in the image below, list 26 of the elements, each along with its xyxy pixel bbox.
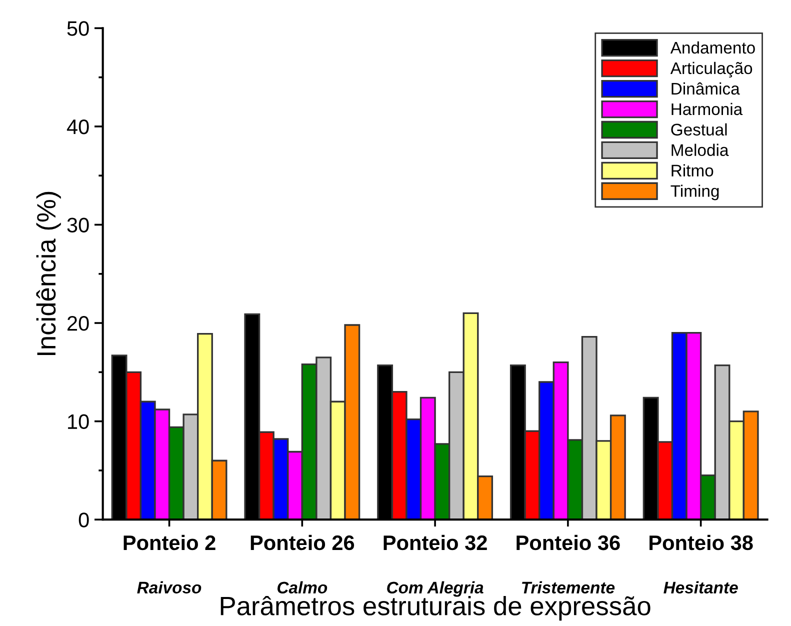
legend-label: Gestual xyxy=(671,123,727,136)
text: Raivoso xyxy=(137,581,202,594)
y-tick-label: 20 xyxy=(68,316,89,331)
y-tick-label: 30 xyxy=(67,218,89,232)
legend-label: Dinâmica xyxy=(672,82,740,95)
x-axis-title: Parâmetros estruturais de expressão xyxy=(220,596,650,621)
x-tick-label: Ponteio 36 xyxy=(516,534,620,550)
text: Hesitante xyxy=(664,581,738,594)
legend-label: Andamento xyxy=(670,41,755,54)
y-tick-label: 0 xyxy=(78,512,89,528)
text: Com Alegria xyxy=(387,581,484,597)
legend-label: Harmonia xyxy=(672,102,743,116)
x-tick-label: Ponteio 26 xyxy=(250,534,354,550)
legend-label: Timing xyxy=(670,184,719,200)
y-axis-title: Incidência (%) xyxy=(36,192,61,356)
text: Calmo xyxy=(278,581,328,594)
legend-label: Articulação xyxy=(670,62,752,78)
y-tick-label: 10 xyxy=(68,414,89,430)
y-tick-label: 40 xyxy=(66,119,89,134)
text: Tristemente xyxy=(522,581,615,594)
x-tick-label: Ponteio 2 xyxy=(124,534,216,550)
x-tick-label: Ponteio 32 xyxy=(384,534,487,550)
y-tick-label: 50 xyxy=(67,21,89,36)
legend-label: Ritmo xyxy=(672,164,714,176)
x-tick-label: Ponteio 38 xyxy=(650,534,753,550)
legend-label: Melodia xyxy=(672,144,729,156)
